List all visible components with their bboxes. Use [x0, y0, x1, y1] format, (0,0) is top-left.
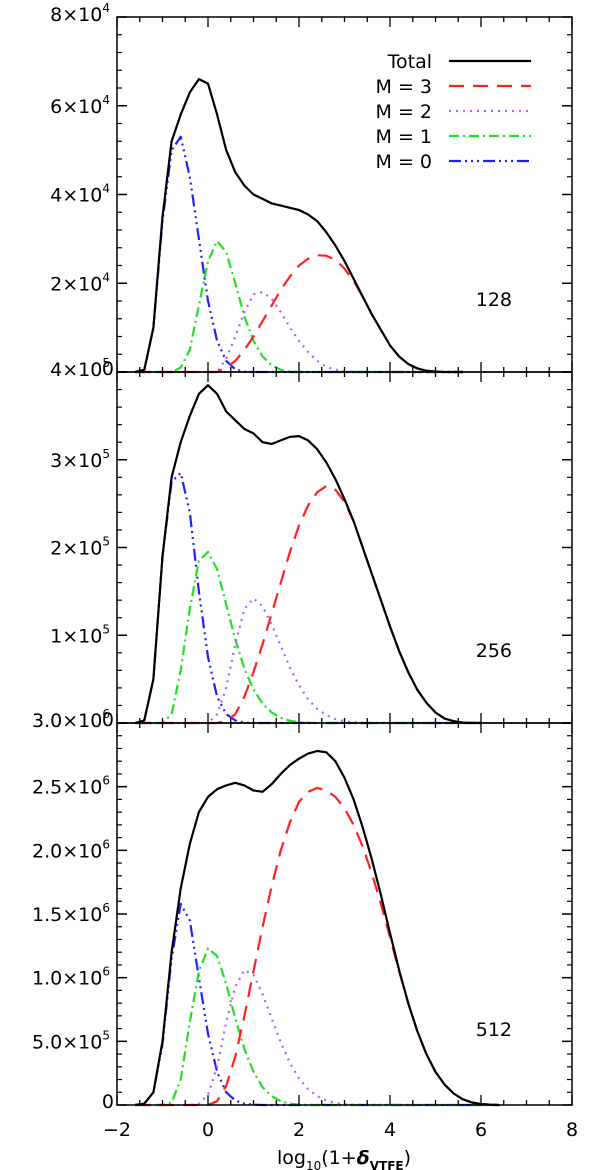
y-tick-label: 2×105 [50, 535, 110, 560]
y-tick-label: 8×104 [50, 1, 110, 26]
y-tick-label: 4×104 [50, 182, 110, 207]
series-line-m1 [135, 240, 463, 374]
legend-label: Total [387, 51, 432, 73]
legend-label: M = 3 [376, 76, 432, 98]
panel-label: 256 [476, 640, 512, 662]
panel-label: 512 [476, 1019, 512, 1041]
y-tick-label: 5.0×105 [32, 1028, 110, 1053]
series-line-total [134, 384, 482, 725]
series-line-m0 [134, 471, 481, 725]
y-tick-label: 0 [102, 1091, 114, 1113]
panel-label: 128 [476, 289, 512, 311]
panels: 0 2×104 4×104 6×104 8×104 128 0 1×105 2×105 3×105… [32, 1, 573, 1113]
legend-label: M = 2 [376, 101, 432, 123]
y-tick-label: 6×104 [50, 93, 110, 118]
y-tick-label: 2.0×106 [32, 837, 110, 862]
y-tick-label: 2.5×106 [32, 774, 110, 799]
x-tick-label: 8 [566, 1119, 578, 1141]
y-tick-label: 1.5×106 [32, 901, 110, 926]
series-line-total [134, 78, 463, 374]
series-line-m3 [135, 254, 463, 374]
x-tick-label: 4 [384, 1119, 396, 1141]
legend-label: M = 1 [376, 126, 432, 148]
series-line-m2 [135, 291, 463, 374]
y-tick-label: 2×104 [50, 270, 110, 295]
x-tick-label: 2 [293, 1119, 305, 1141]
legend-label: M = 0 [376, 151, 432, 173]
y-tick-label: 1.0×106 [32, 965, 110, 990]
x-tick-label: −2 [103, 1119, 131, 1141]
y-tick-label: 0 [102, 358, 114, 380]
series-line-m3 [135, 786, 500, 1107]
series-line-m3 [135, 485, 482, 725]
series-line-total [135, 749, 500, 1107]
y-tick-label: 4×105 [50, 356, 110, 381]
x-tick-label: 6 [475, 1119, 487, 1141]
x-tick-label: 0 [202, 1119, 214, 1141]
y-tick-label: 3.0×106 [32, 707, 110, 732]
panel-512: 0 5.0×105 1.0×106 1.5×106 2.0×106 2.5×106 3.0×… [32, 707, 573, 1113]
y-tick-label: 0 [102, 709, 114, 731]
x-axis-label: log10(1+δVTFE) [277, 1147, 411, 1170]
x-axis: −2 0 2 4 6 8 log10(1+δVTFE) [103, 1119, 578, 1170]
panel-128: 0 2×104 4×104 6×104 8×104 128 [50, 1, 573, 380]
plot-frame [116, 16, 573, 373]
plot-frame [116, 371, 573, 724]
series-line-m0 [135, 902, 500, 1107]
y-tick-label: 3×105 [50, 447, 110, 472]
panel-256: 0 1×105 2×105 3×105 4×105 256 [50, 356, 573, 731]
series-line-m1 [135, 947, 500, 1107]
legend: Total M = 3 M = 2 M = 1 M = 0 [376, 51, 531, 173]
y-tick-label: 1×105 [50, 622, 110, 647]
